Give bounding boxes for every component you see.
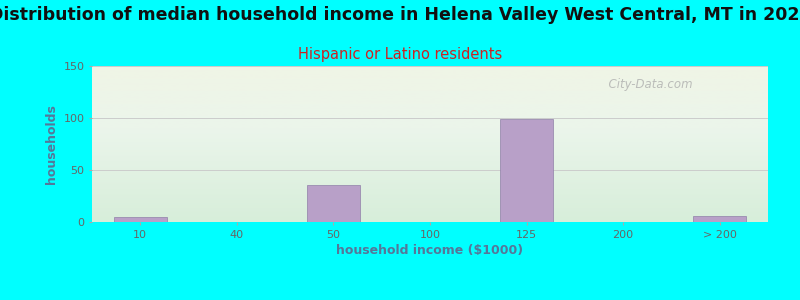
Bar [693,216,746,222]
Text: City-Data.com: City-Data.com [601,78,692,91]
Text: Distribution of median household income in Helena Valley West Central, MT in 202: Distribution of median household income … [0,6,800,24]
Bar [114,217,167,222]
X-axis label: household income ($1000): household income ($1000) [337,244,523,257]
Text: Hispanic or Latino residents: Hispanic or Latino residents [298,46,502,62]
Bar [500,119,553,222]
Y-axis label: households: households [45,104,58,184]
Bar [307,184,360,222]
